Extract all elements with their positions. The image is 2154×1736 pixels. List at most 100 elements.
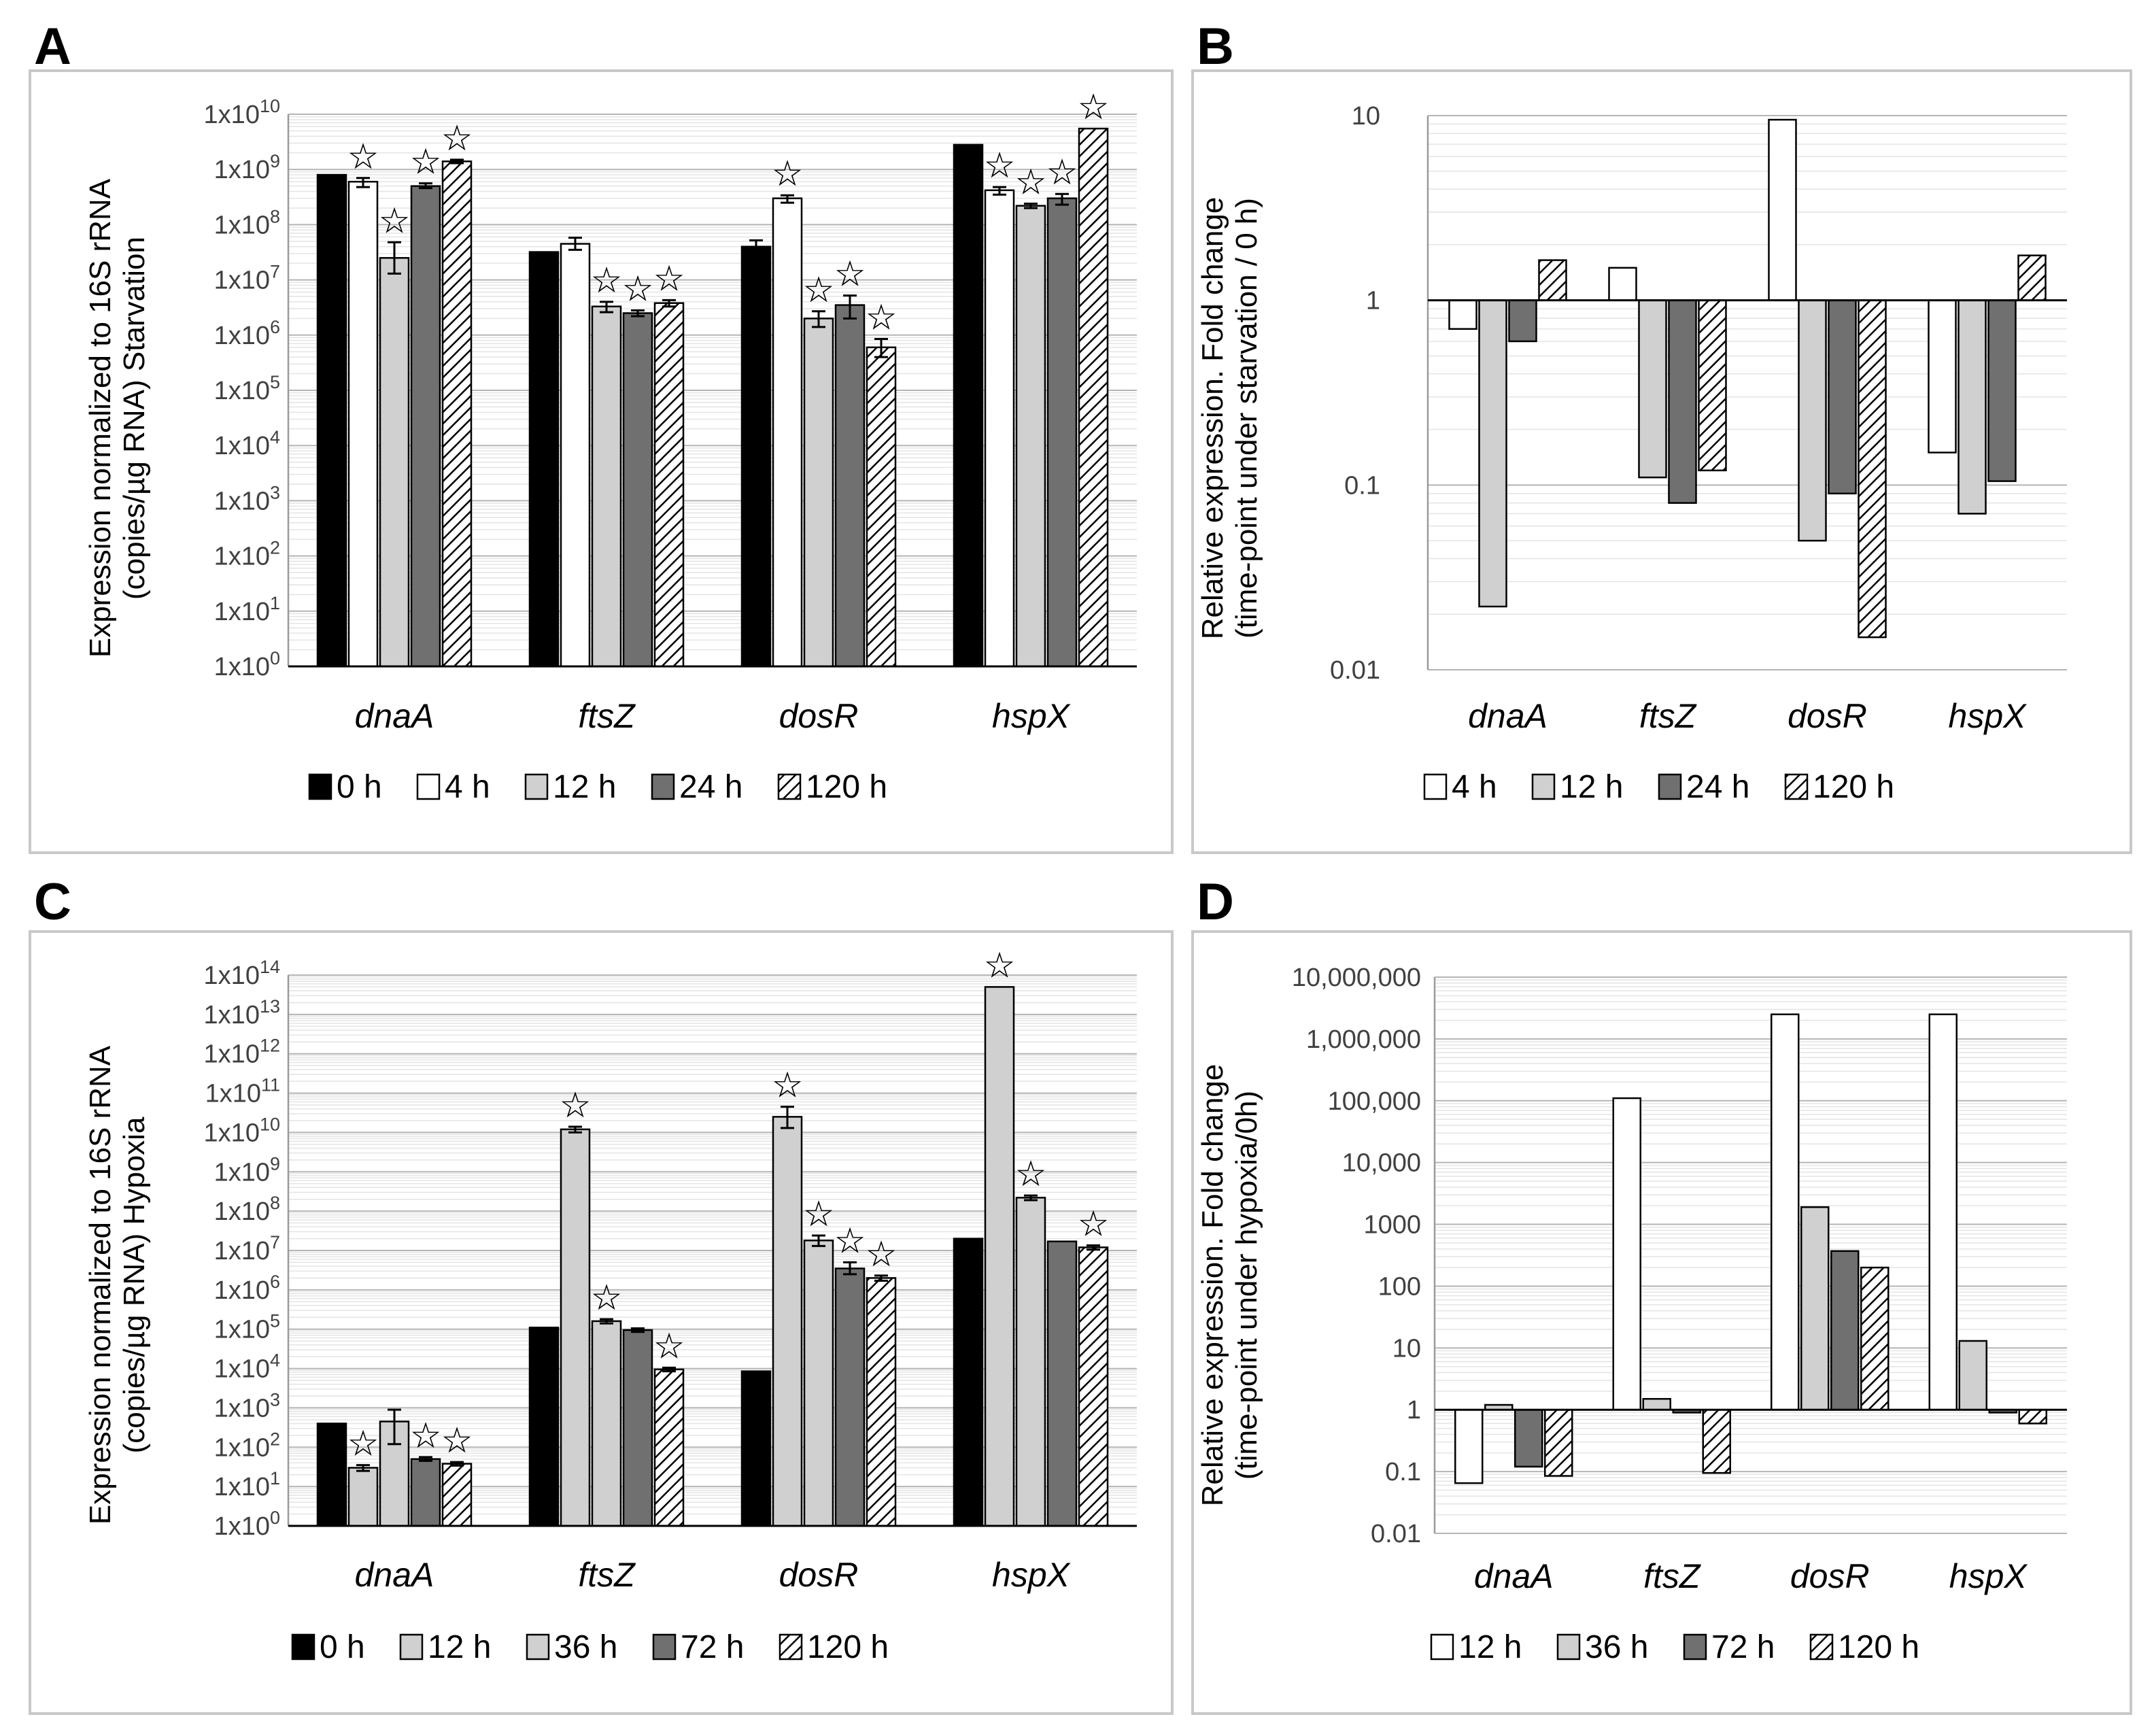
y-axis-label: Expression normalized to 16S rRNA(copies… bbox=[84, 1045, 151, 1525]
bar-4h-hspX bbox=[1928, 299, 1957, 454]
legend-label: 4 h bbox=[1452, 769, 1497, 805]
bar-24h-ftsZ bbox=[1668, 299, 1697, 504]
y-tick-label: 10,000,000 bbox=[1292, 964, 1421, 992]
significance-star: ☆ bbox=[866, 298, 898, 339]
bar-36h-dosR bbox=[803, 1239, 834, 1527]
y-tick-exponent: 12 bbox=[260, 1036, 280, 1056]
significance-star: ☆ bbox=[866, 1234, 898, 1275]
significance-star: ☆ bbox=[653, 258, 685, 299]
y-tick-label: 1x108 bbox=[214, 1193, 280, 1226]
y-tick-exponent: 9 bbox=[270, 1153, 280, 1174]
legend-swatch bbox=[524, 773, 549, 800]
significance-star-outline: ☆ bbox=[984, 146, 1016, 186]
significance-star: ☆ bbox=[803, 1194, 835, 1235]
bar-12h-dosR bbox=[1771, 1013, 1800, 1411]
bar-0h-ftsZ bbox=[528, 251, 560, 668]
y-tick-label: 1x106 bbox=[214, 1272, 280, 1305]
bar-4h-hspX bbox=[984, 189, 1015, 668]
panel-d-frame bbox=[1191, 930, 2132, 1715]
significance-star-outline: ☆ bbox=[347, 137, 379, 177]
y-tick-label: 1x1012 bbox=[204, 1036, 280, 1069]
bar-120h-ftsZ bbox=[1702, 1408, 1731, 1474]
category-label: dnaA bbox=[355, 697, 434, 735]
legend-swatch bbox=[416, 773, 441, 800]
significance-star-outline: ☆ bbox=[834, 1221, 866, 1261]
category-label: dnaA bbox=[1468, 697, 1548, 735]
category-label: hspX bbox=[1949, 1557, 2028, 1595]
y-tick-label: 1x102 bbox=[214, 538, 280, 571]
bar-0h-ftsZ bbox=[528, 1327, 560, 1527]
bar-12h-dnaA bbox=[347, 1467, 379, 1527]
bar-36h-dosR bbox=[1800, 1206, 1830, 1411]
y-tick-base: 1x10 bbox=[214, 1512, 270, 1541]
bar-12h-dnaA bbox=[1454, 1408, 1484, 1484]
y-tick-base: 1x10 bbox=[214, 1276, 270, 1305]
significance-star: ☆ bbox=[441, 1420, 473, 1461]
legend-label: 12 h bbox=[1458, 1629, 1522, 1665]
y-tick-label: 100 bbox=[1378, 1272, 1421, 1301]
chart-d: 0.01 0.1 1 10 100 1000 10,000 100,000 1,000,000 1… bbox=[1196, 964, 2067, 1665]
y-tick-base: 1x10 bbox=[214, 432, 270, 460]
y-axis-label-line: (copies/µg RNA) Hypoxia bbox=[118, 1117, 151, 1453]
bar-4h-ftsZ bbox=[560, 243, 591, 668]
bar-120h-hspX bbox=[2018, 1408, 2047, 1425]
significance-star-outline: ☆ bbox=[1078, 87, 1110, 128]
y-tick-label: 1x108 bbox=[214, 206, 280, 239]
y-tick-base: 1x10 bbox=[204, 1119, 260, 1147]
y-tick-label: 1x109 bbox=[214, 151, 280, 184]
significance-star-outline: ☆ bbox=[591, 260, 623, 301]
y-tick-label: 1x103 bbox=[214, 482, 280, 515]
significance-star-outline: ☆ bbox=[347, 1424, 379, 1465]
bar-120h-dosR bbox=[866, 1277, 897, 1527]
category-label: dosR bbox=[1790, 1557, 1870, 1595]
y-tick-base: 1x10 bbox=[214, 1433, 270, 1462]
y-tick-base: 1x10 bbox=[214, 322, 270, 350]
bar-4h-dosR bbox=[1768, 118, 1797, 301]
significance-star: ☆ bbox=[772, 154, 804, 194]
bar-0h-dnaA bbox=[316, 173, 347, 668]
legend-swatch bbox=[291, 1633, 315, 1661]
y-axis-label: Relative expression. Fold change(time-po… bbox=[1196, 197, 1263, 640]
y-tick-label: 10,000 bbox=[1342, 1149, 1421, 1178]
y-tick-exponent: 2 bbox=[270, 1429, 280, 1449]
bar-24h-ftsZ bbox=[622, 312, 653, 668]
y-tick-exponent: 5 bbox=[270, 372, 280, 392]
significance-star: ☆ bbox=[834, 254, 866, 295]
y-tick-label: 1 bbox=[1407, 1396, 1421, 1425]
bar-12h-hspX bbox=[1958, 299, 1987, 515]
bar-12h-hspX bbox=[1928, 1013, 1958, 1411]
legend-swatch bbox=[1423, 773, 1448, 800]
y-tick-exponent: 1 bbox=[270, 1468, 280, 1488]
significance-star-outline: ☆ bbox=[653, 1326, 685, 1367]
y-tick-base: 1x10 bbox=[205, 1080, 261, 1108]
y-tick-label: 10 bbox=[1352, 102, 1380, 131]
panel-letter-b: B bbox=[1197, 18, 1234, 75]
y-tick-label: 0.01 bbox=[1330, 656, 1380, 685]
significance-star-outline: ☆ bbox=[1078, 1204, 1110, 1244]
y-tick-label: 1x1010 bbox=[204, 96, 280, 129]
significance-star: ☆ bbox=[653, 1326, 685, 1367]
significance-star: ☆ bbox=[560, 1085, 592, 1126]
legend-swatch bbox=[1556, 1633, 1581, 1661]
bar-4h-dnaA bbox=[347, 180, 379, 668]
bar-12h-ftsZ bbox=[591, 305, 622, 668]
bar-24h-dosR bbox=[1828, 299, 1857, 495]
significance-star-outline: ☆ bbox=[1015, 1154, 1047, 1195]
y-tick-exponent: 8 bbox=[270, 206, 280, 226]
panel-letter-a: A bbox=[34, 18, 71, 75]
category-label: ftsZ bbox=[1643, 1557, 1701, 1595]
significance-star: ☆ bbox=[1078, 1204, 1110, 1244]
legend-swatch bbox=[779, 1633, 803, 1661]
panel-letter-c: C bbox=[34, 873, 71, 931]
bar-12h-ftsZ bbox=[560, 1128, 591, 1527]
y-tick-exponent: 0 bbox=[270, 1508, 280, 1528]
bar-36h-hspX bbox=[1958, 1340, 1987, 1411]
y-tick-base: 1x10 bbox=[214, 377, 270, 405]
bar-12h-dosR bbox=[772, 1116, 803, 1527]
significance-star: ☆ bbox=[379, 201, 411, 241]
significance-star: ☆ bbox=[1015, 1154, 1047, 1195]
bar-24h-hspX bbox=[1046, 197, 1078, 668]
bar-0h-dosR bbox=[740, 1370, 772, 1527]
y-tick-exponent: 4 bbox=[270, 1350, 280, 1371]
y-axis-label-line: Expression normalized to 16S rRNA bbox=[84, 178, 117, 658]
